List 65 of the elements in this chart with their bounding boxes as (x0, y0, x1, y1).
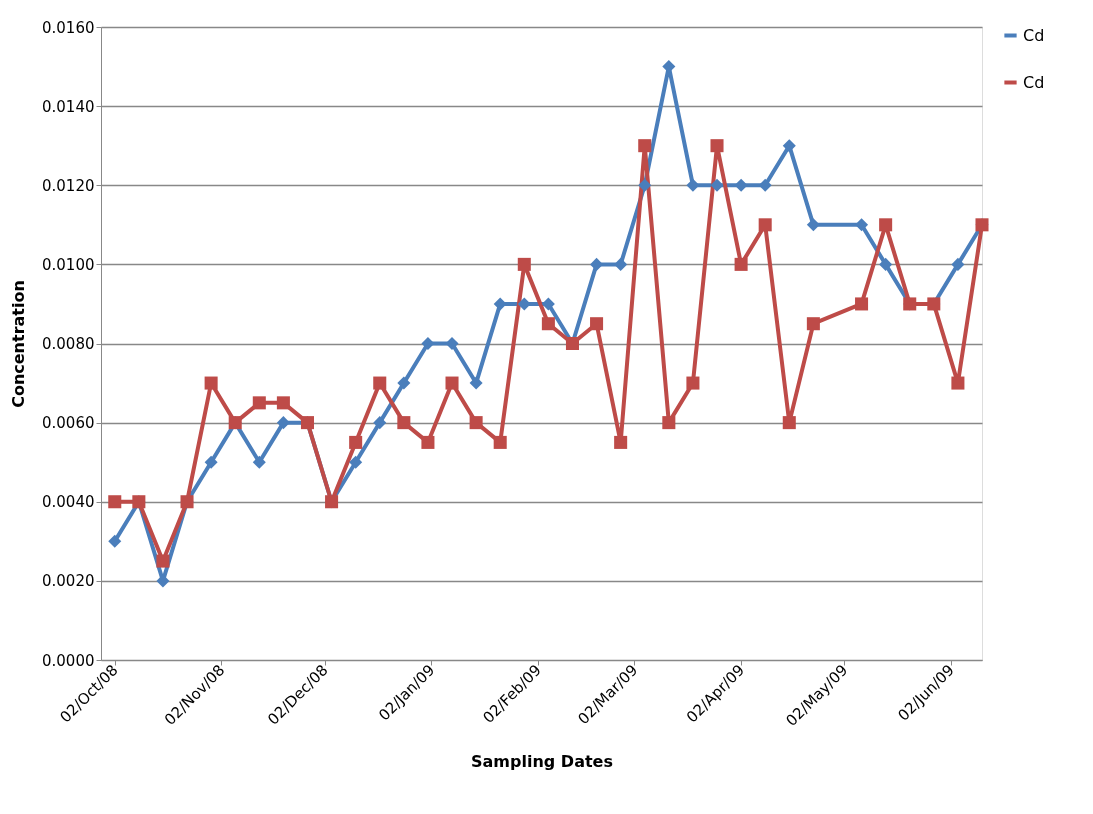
point (445, 336, 459, 351)
point (614, 257, 628, 271)
point (493, 435, 507, 449)
point (662, 416, 676, 430)
point (541, 297, 555, 311)
point (397, 416, 411, 430)
y-tick-label: 0.0060 (42, 414, 95, 433)
point (517, 257, 531, 271)
point (879, 257, 893, 271)
point (951, 257, 965, 271)
y-tick-label: 0.0120 (42, 176, 95, 195)
point (349, 455, 363, 469)
y-tick-label: 0.0040 (42, 493, 95, 512)
y-axis-title: Concentration (9, 280, 29, 408)
y-tick-label: 0.0020 (42, 572, 95, 591)
legend-label: Cd (1023, 72, 1045, 92)
point (951, 376, 965, 390)
point (252, 455, 266, 469)
point (855, 297, 869, 311)
x-axis-title: Sampling Dates (471, 752, 613, 772)
point (156, 554, 170, 568)
point (710, 178, 724, 192)
point (276, 396, 290, 410)
point (469, 416, 483, 430)
point (373, 416, 387, 430)
point (252, 396, 266, 410)
point (541, 317, 555, 331)
point (349, 435, 363, 449)
point (758, 178, 772, 192)
point (734, 178, 748, 192)
point (421, 435, 435, 449)
point (590, 257, 604, 271)
point (445, 376, 459, 390)
point (806, 317, 820, 331)
point (855, 218, 869, 232)
point (204, 455, 218, 469)
legend-label: Cd (1023, 25, 1045, 45)
point (686, 376, 700, 390)
point (758, 218, 772, 232)
point (710, 139, 724, 153)
point (806, 218, 820, 232)
point (782, 139, 796, 153)
point (686, 178, 700, 192)
point (614, 435, 628, 449)
y-tick-label: 0.0000 (42, 651, 95, 670)
point (397, 376, 411, 390)
point (421, 336, 435, 351)
point (108, 495, 122, 509)
y-tick-label: 0.0160 (42, 18, 95, 37)
point (373, 376, 387, 390)
point (517, 297, 531, 311)
point (108, 534, 122, 548)
point (879, 218, 893, 232)
point (469, 376, 483, 390)
point (782, 416, 796, 430)
point (638, 139, 652, 153)
y-tick-label: 0.0080 (42, 335, 95, 353)
point (590, 317, 604, 331)
y-tick-label: 0.0140 (42, 97, 95, 116)
point (204, 376, 218, 390)
point (638, 178, 652, 192)
point (276, 416, 290, 430)
point (493, 297, 507, 311)
point (734, 257, 748, 271)
y-tick-label: 0.0100 (42, 255, 95, 274)
